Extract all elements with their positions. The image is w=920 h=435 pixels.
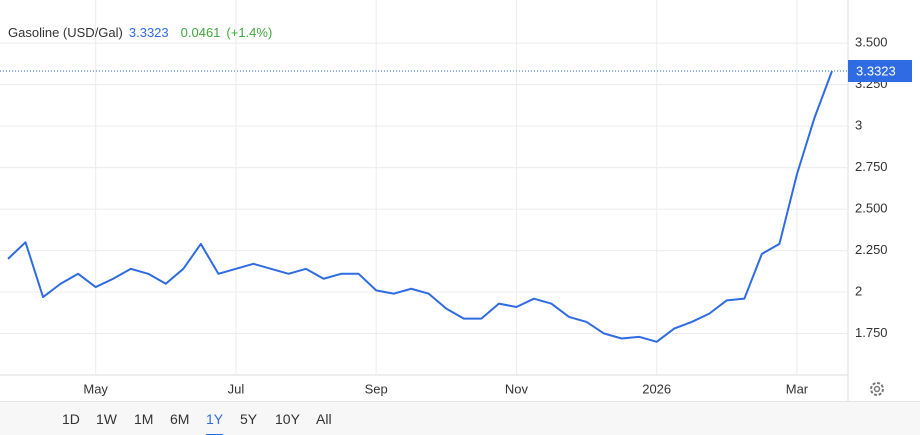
x-tick-label: Mar: [786, 381, 809, 396]
range-button[interactable]: 1Y: [206, 402, 224, 435]
last-price-label: 3.3323: [856, 63, 896, 78]
y-tick-label: 2: [855, 283, 862, 298]
x-tick-label: May: [83, 381, 108, 396]
title: Gasoline (USD/Gal): [8, 25, 123, 40]
range-button[interactable]: 10Y: [275, 411, 300, 427]
last-price-box: [848, 60, 912, 83]
range-button[interactable]: 1W: [96, 411, 117, 427]
range-bar: 1D 1W 1M 6M 1Y 5Y 10Y All: [0, 401, 920, 435]
y-tick-label: 3: [855, 118, 862, 133]
y-tick-label: 2.250: [855, 242, 888, 257]
x-tick-label: Nov: [505, 381, 529, 396]
price-line: [7, 70, 833, 343]
x-tick-label: Sep: [365, 381, 388, 396]
y-tick-label: 3.500: [855, 35, 888, 50]
range-button[interactable]: 5Y: [240, 411, 258, 427]
range-button[interactable]: 1D: [62, 411, 80, 427]
x-tick-label: 2026: [642, 381, 671, 396]
change-pct: (+1.4%): [226, 25, 273, 40]
range-button[interactable]: 6M: [170, 411, 190, 427]
x-tick-label: Jul: [228, 381, 245, 396]
range-button[interactable]: 1M: [134, 411, 154, 427]
settings-icon[interactable]: [870, 382, 884, 396]
y-tick-label: 1.750: [855, 325, 888, 340]
change: 0.0461: [180, 25, 221, 40]
header: Gasoline (USD/Gal) 3.3323 0.0461 (+1.4%): [8, 25, 278, 40]
range-button[interactable]: All: [316, 411, 332, 427]
y-tick-label: 2.750: [855, 159, 888, 174]
y-tick-label: 2.500: [855, 201, 888, 216]
last-price: 3.3323: [128, 25, 169, 40]
